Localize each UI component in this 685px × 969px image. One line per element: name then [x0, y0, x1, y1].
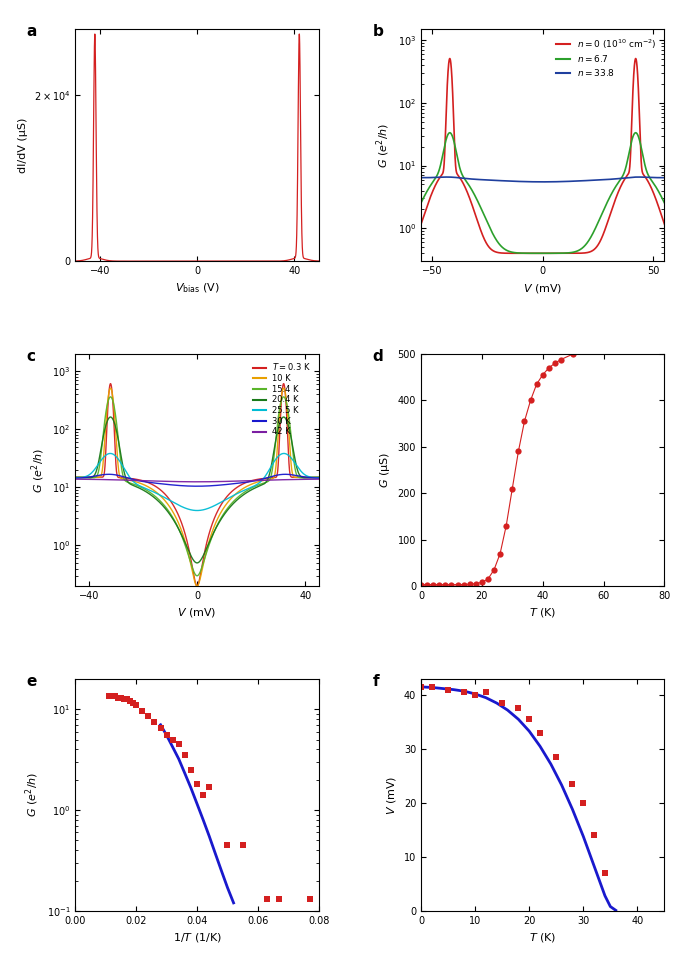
- Text: e: e: [27, 674, 37, 689]
- X-axis label: $T$ (K): $T$ (K): [529, 931, 556, 944]
- Legend: $n=0$ ($10^{10}$ cm$^{-2}$), $n=6.7$, $n=33.8$: $n=0$ ($10^{10}$ cm$^{-2}$), $n=6.7$, $n…: [552, 34, 660, 81]
- Y-axis label: dI/dV (μS): dI/dV (μS): [18, 117, 28, 172]
- Text: c: c: [27, 349, 36, 364]
- Text: b: b: [373, 24, 383, 40]
- X-axis label: $V$ (mV): $V$ (mV): [523, 282, 562, 295]
- X-axis label: $T$ (K): $T$ (K): [529, 607, 556, 619]
- Text: a: a: [27, 24, 37, 40]
- X-axis label: 1/$T$ (1/K): 1/$T$ (1/K): [173, 931, 221, 944]
- Text: f: f: [373, 674, 379, 689]
- X-axis label: $V_\mathrm{bias}$ (V): $V_\mathrm{bias}$ (V): [175, 282, 219, 296]
- Y-axis label: $G$ ($e^2/h$): $G$ ($e^2/h$): [23, 772, 41, 818]
- X-axis label: $V$ (mV): $V$ (mV): [177, 607, 216, 619]
- Y-axis label: $G$ (μS): $G$ (μS): [378, 452, 392, 488]
- Y-axis label: $G$ ($e^2/h$): $G$ ($e^2/h$): [375, 122, 393, 168]
- Y-axis label: $G$ ($e^2/h$): $G$ ($e^2/h$): [29, 448, 47, 492]
- Legend: $T=0.3$ K, 10 K, 15.4 K, 20.4 K, 25.5 K, 30 K, 42 K: $T=0.3$ K, 10 K, 15.4 K, 20.4 K, 25.5 K,…: [250, 359, 314, 440]
- Text: d: d: [373, 349, 383, 364]
- Y-axis label: $V$ (mV): $V$ (mV): [385, 775, 398, 815]
